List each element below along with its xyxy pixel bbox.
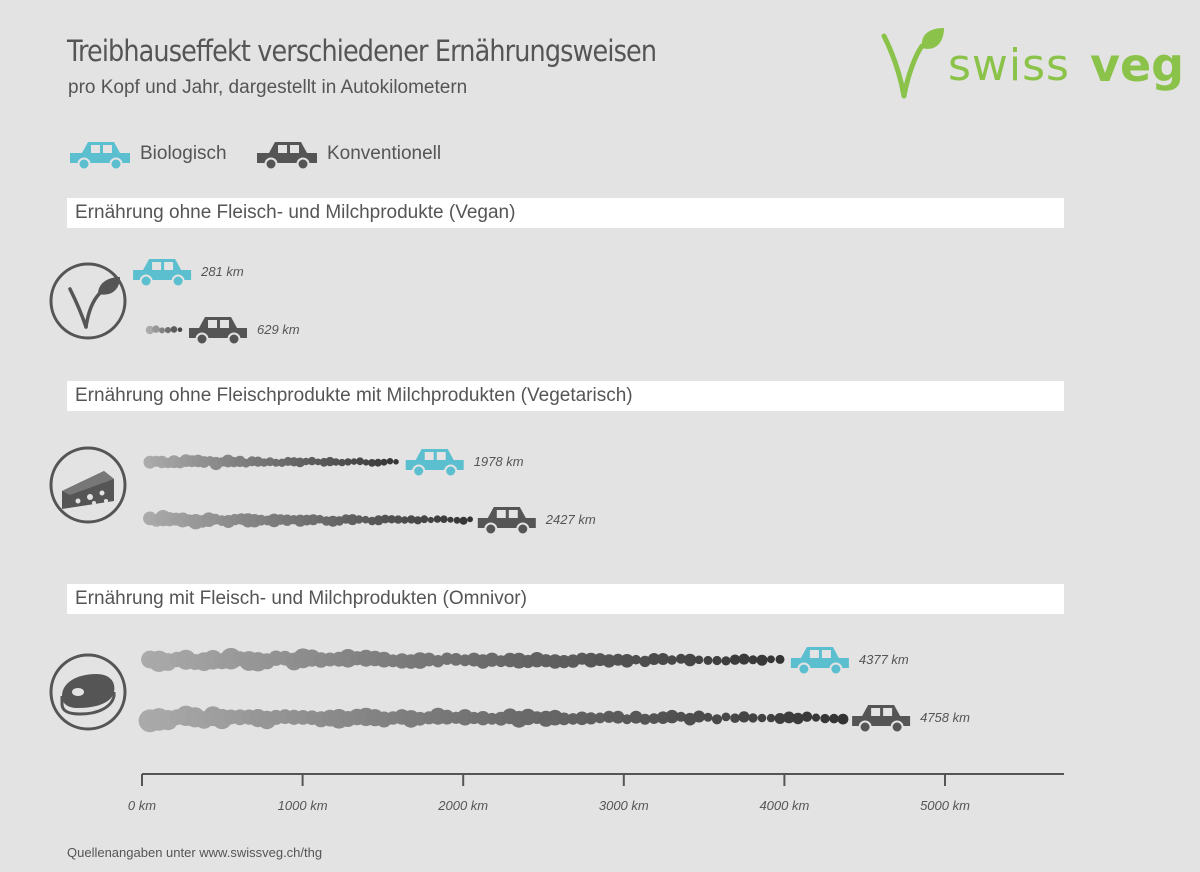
- smoke-trail-konventionell-vegan: [145, 325, 183, 335]
- smoke-trail-konventionell-vegetarisch: [143, 509, 473, 530]
- section-header-vegan: Ernährung ohne Fleisch- und Milchprodukt…: [67, 198, 1064, 228]
- smoke-trail-biologisch-vegetarisch: [143, 454, 399, 471]
- car-mark-konventionell-omnivor: [852, 705, 911, 734]
- logo-text-light: swiss: [948, 40, 1070, 91]
- chart-title: Treibhauseffekt verschiedener Ernährungs…: [67, 34, 657, 68]
- logo-text-bold: veg: [1090, 38, 1185, 92]
- section-header-omnivor: Ernährung mit Fleisch- und Milchprodukte…: [67, 584, 1064, 614]
- car-icon-konventionell: [257, 142, 317, 170]
- value-label-biologisch-omnivor: 4377 km: [859, 652, 909, 667]
- legend-item-konventionell: Konventionell: [255, 138, 441, 170]
- value-label-biologisch-vegan: 281 km: [200, 264, 244, 279]
- x-tick-label: 4000 km: [759, 798, 809, 813]
- x-tick-label: 1000 km: [278, 798, 328, 813]
- chart-subtitle: pro Kopf und Jahr, dargestellt in Autoki…: [68, 77, 468, 98]
- sprout-logo-icon: [881, 28, 944, 99]
- x-tick-label: 2000 km: [437, 798, 488, 813]
- car-mark-konventionell-vegetarisch: [477, 507, 536, 536]
- car-mark-biologisch-vegetarisch: [405, 449, 464, 478]
- legend-item-biologisch: Biologisch: [68, 138, 227, 170]
- section-label-vegetarisch: Ernährung ohne Fleischprodukte mit Milch…: [75, 385, 633, 406]
- car-mark-biologisch-vegan: [133, 259, 192, 288]
- x-tick-label: 5000 km: [920, 798, 970, 813]
- source-footer: Quellenangaben unter www.swissveg.ch/thg: [67, 845, 323, 860]
- section-label-vegan: Ernährung ohne Fleisch- und Milchprodukt…: [75, 202, 516, 223]
- value-label-konventionell-vegetarisch: 2427 km: [545, 512, 596, 527]
- value-label-konventionell-omnivor: 4758 km: [920, 710, 970, 725]
- car-icon-biologisch: [70, 142, 130, 170]
- smoke-trail-konventionell-omnivor: [138, 705, 849, 733]
- x-tick-label: 0 km: [128, 798, 156, 813]
- cheese-icon: [49, 446, 127, 524]
- car-mark-biologisch-omnivor: [790, 647, 849, 676]
- value-label-konventionell-vegan: 629 km: [257, 322, 300, 337]
- legend-label-konventionell: Konventionell: [327, 143, 442, 164]
- value-label-biologisch-vegetarisch: 1978 km: [474, 454, 524, 469]
- swissveg-logo: swiss veg: [878, 24, 1184, 104]
- x-tick-label: 3000 km: [599, 798, 649, 813]
- section-header-vegetarisch: Ernährung ohne Fleischprodukte mit Milch…: [67, 381, 1064, 411]
- smoke-trail-biologisch-omnivor: [141, 647, 785, 672]
- car-mark-konventionell-vegan: [189, 317, 247, 346]
- section-label-omnivor: Ernährung mit Fleisch- und Milchprodukte…: [75, 588, 527, 609]
- vegan-leaf-icon: [49, 262, 127, 340]
- legend-label-biologisch: Biologisch: [140, 143, 227, 164]
- meat-icon: [49, 653, 127, 731]
